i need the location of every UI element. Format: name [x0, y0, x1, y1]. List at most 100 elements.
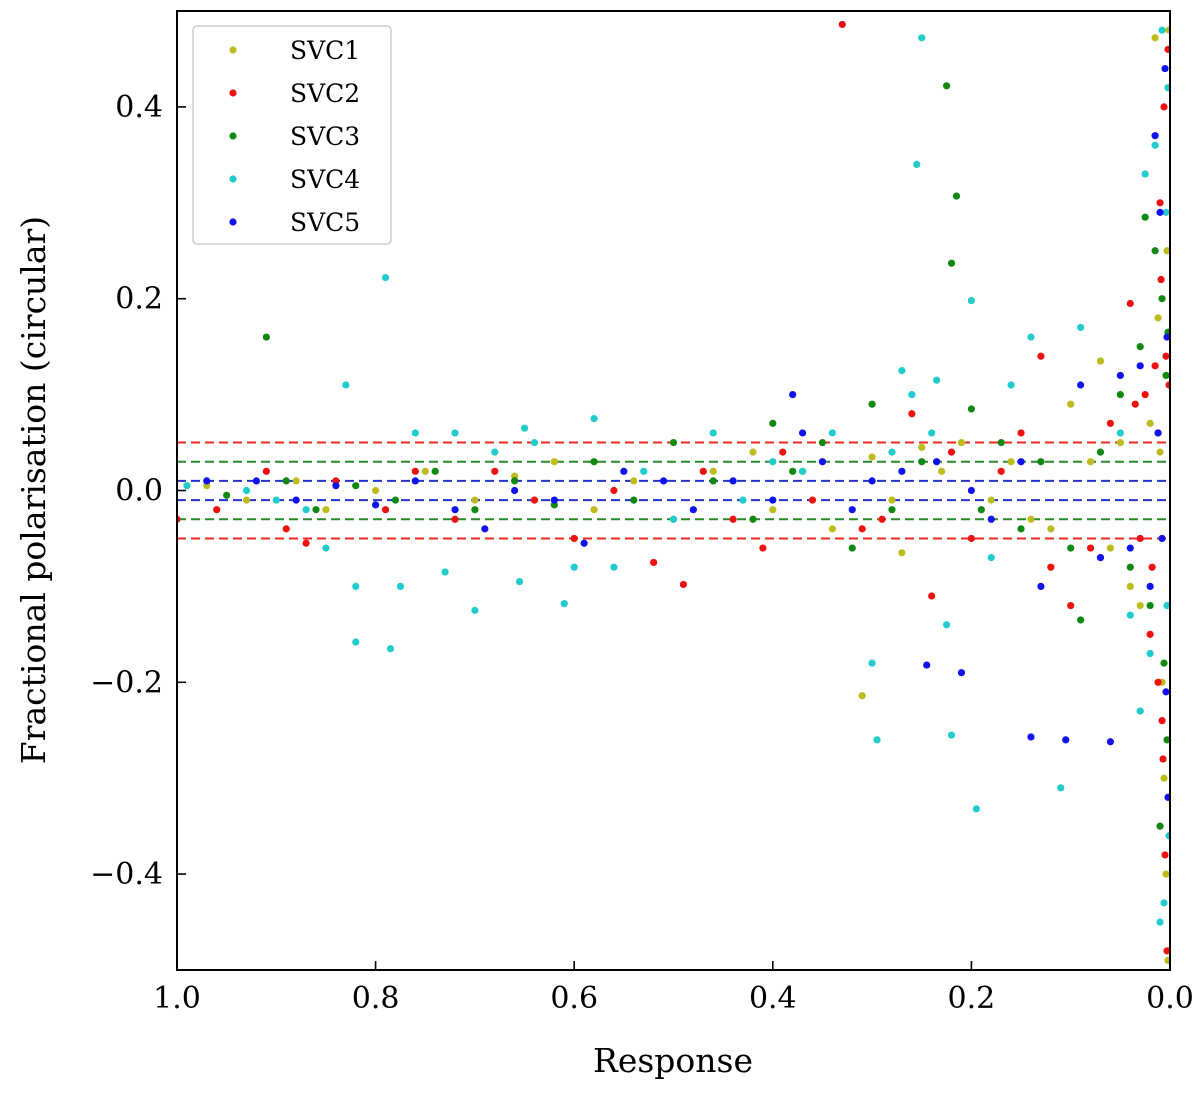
data-point: [530, 438, 539, 447]
data-point: [848, 544, 856, 552]
data-point: [352, 482, 360, 490]
data-point: [967, 534, 976, 543]
data-point: [550, 496, 558, 504]
data-point: [1146, 419, 1154, 427]
data-point: [1007, 381, 1015, 389]
legend-label: SVC5: [290, 208, 360, 237]
data-point: [1165, 832, 1170, 840]
data-point: [1148, 563, 1156, 571]
data-point: [1116, 371, 1124, 380]
data-point: [1163, 247, 1170, 255]
data-point: [798, 429, 807, 437]
data-point: [1151, 132, 1159, 140]
data-point: [610, 486, 618, 495]
data-point: [1162, 870, 1170, 878]
data-point: [972, 805, 980, 813]
data-point: [987, 515, 995, 523]
data-point: [386, 645, 395, 653]
data-point: [570, 563, 578, 571]
data-point: [779, 448, 787, 456]
legend-item: SVC1: [229, 36, 360, 65]
data-point: [689, 506, 697, 514]
data-point: [1156, 918, 1164, 926]
x-axis-title: Response: [593, 1041, 753, 1080]
data-point: [515, 578, 524, 586]
data-point: [411, 467, 419, 475]
data-point: [858, 692, 866, 700]
data-point: [868, 659, 876, 667]
data-point: [1156, 448, 1164, 456]
data-point: [1158, 717, 1166, 725]
data-point: [511, 486, 519, 495]
data-point: [947, 731, 956, 739]
data-point: [1161, 851, 1169, 859]
data-point: [1163, 736, 1170, 744]
data-point: [1136, 343, 1144, 351]
data-point: [938, 467, 946, 475]
data-point: [312, 506, 320, 514]
data-point: [421, 467, 429, 475]
legend-label: SVC2: [290, 79, 360, 108]
data-point: [878, 515, 886, 523]
data-point: [332, 482, 340, 490]
x-tick-label: 0.6: [550, 981, 598, 1016]
data-point: [352, 582, 360, 591]
data-point: [679, 580, 688, 589]
data-point: [1162, 352, 1170, 360]
data-point: [709, 429, 717, 437]
x-axis-ticks: 1.0 0.8 0.6 0.4 0.2 0.0: [153, 961, 1194, 1016]
data-point: [858, 525, 866, 533]
y-tick-label: 0.4: [115, 90, 163, 125]
data-point: [933, 458, 941, 466]
data-point: [928, 592, 936, 600]
data-point: [1126, 582, 1134, 591]
data-point: [1037, 458, 1045, 466]
data-point: [933, 376, 941, 384]
legend-marker: [229, 89, 237, 97]
data-point: [749, 448, 757, 456]
data-point: [997, 438, 1005, 447]
data-point: [372, 486, 380, 495]
data-point: [610, 563, 618, 571]
data-point: [947, 259, 956, 267]
data-point: [942, 621, 951, 629]
series-svc5: [203, 64, 1170, 801]
data-point: [1067, 544, 1075, 552]
data-point: [1160, 774, 1168, 782]
data-point: [709, 467, 717, 475]
data-point: [560, 600, 568, 608]
data-point: [957, 438, 966, 447]
data-point: [918, 34, 926, 42]
data-point: [1136, 362, 1144, 370]
y-tick-label: 0.2: [115, 282, 163, 317]
data-point: [873, 736, 881, 744]
data-point: [1126, 563, 1134, 571]
data-point: [923, 661, 931, 669]
data-point: [282, 477, 290, 485]
data-point: [769, 496, 777, 504]
data-point: [282, 525, 290, 533]
data-point: [997, 467, 1005, 475]
data-point: [213, 506, 221, 514]
data-point: [471, 496, 479, 504]
data-point: [918, 458, 926, 466]
data-point: [798, 467, 807, 475]
data-point: [262, 467, 270, 475]
data-point: [1158, 26, 1166, 34]
data-point: [699, 467, 707, 475]
data-point: [242, 496, 251, 504]
data-point: [481, 525, 489, 533]
data-point: [1106, 738, 1115, 746]
data-point: [1160, 659, 1168, 667]
x-tick-label: 0.0: [1146, 981, 1194, 1016]
data-point: [1047, 563, 1055, 571]
data-point: [1151, 34, 1159, 42]
data-point: [1086, 458, 1095, 466]
data-point: [1017, 458, 1025, 466]
data-point: [411, 477, 419, 485]
data-point: [739, 496, 747, 504]
legend-item: SVC3: [229, 122, 360, 151]
data-point: [1116, 391, 1124, 399]
legend-marker: [229, 218, 237, 226]
legend-marker: [229, 175, 237, 183]
